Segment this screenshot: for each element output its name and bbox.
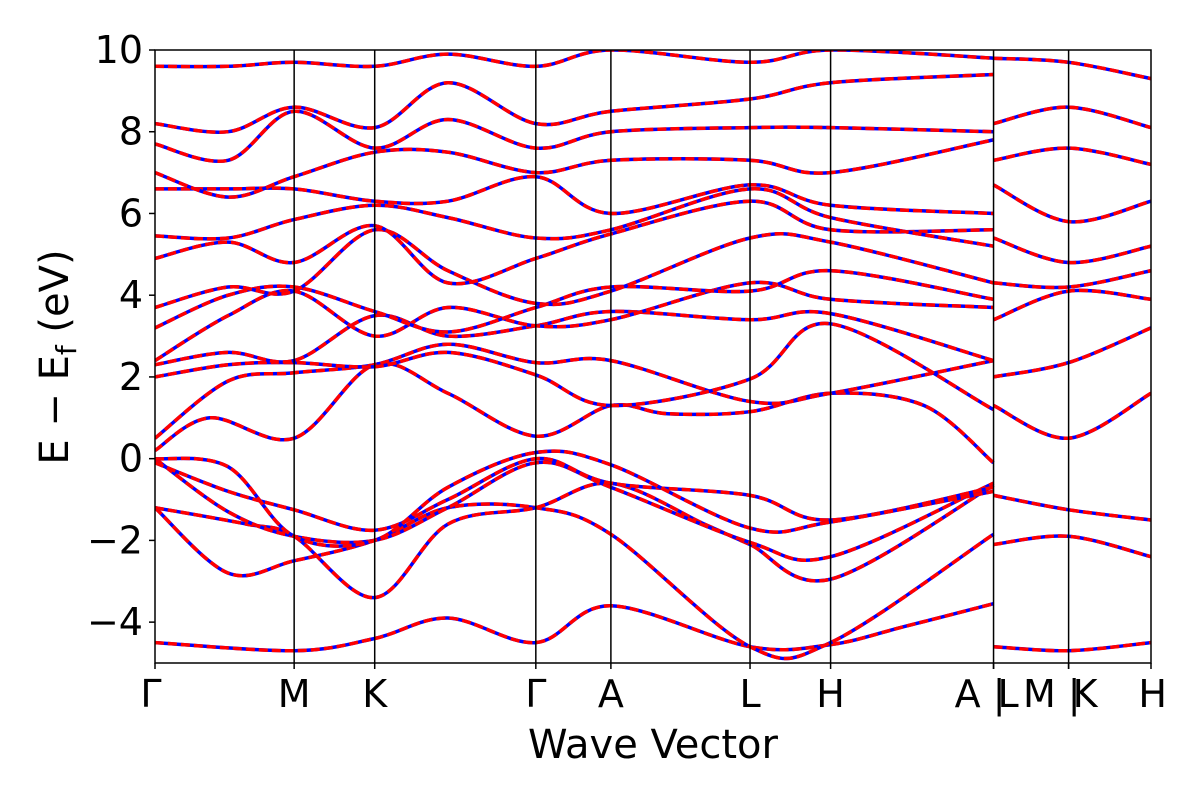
x-tick-label-11: H (1138, 672, 1167, 716)
x-tick-label-6: H (816, 672, 845, 716)
band-line-red-2 (155, 481, 995, 600)
y-tick-label-5: 0 (119, 437, 143, 481)
band-line-red-9 (155, 309, 994, 367)
x-tick-label-10: K (1073, 672, 1099, 716)
band-line-red-24 (993, 326, 1151, 379)
band-line-red-14 (155, 187, 994, 248)
band-line-red-21 (993, 534, 1151, 559)
band-line-red-5 (155, 449, 994, 548)
band-line-blue-27 (992, 236, 1151, 265)
x-tick-label-5: L (739, 672, 760, 716)
band-line-red-4 (155, 456, 994, 532)
band-line-red-22 (993, 493, 1151, 522)
band-line-red-30 (993, 105, 1151, 130)
band-line-blue-18 (155, 72, 994, 134)
x-tick-label-7: A | (955, 672, 1006, 717)
band-line-red-6 (155, 361, 995, 465)
x-tick-label-4: A (598, 672, 624, 716)
x-tick-label-3: Γ (525, 672, 546, 716)
x-tick-label-1: M (278, 672, 311, 716)
y-axis-title-main: E − E (32, 355, 78, 465)
band-line-blue-28 (992, 183, 1151, 224)
band-line-blue-13 (155, 199, 994, 286)
band-line-red-19 (155, 50, 994, 69)
band-line-blue-29 (993, 146, 1151, 167)
y-ticks-layer: 10 8 6 4 2 0 −2 −4 (87, 28, 155, 644)
bands-layer (155, 50, 1151, 661)
band-line-blue-30 (993, 105, 1151, 130)
band-line-red-27 (992, 236, 1151, 265)
band-line-red-1 (155, 502, 995, 661)
band-line-red-12 (155, 228, 994, 310)
band-line-blue-23 (992, 391, 1151, 440)
band-line-blue-2 (155, 481, 995, 600)
x-tick-label-2: K (362, 672, 388, 716)
y-tick-label-4: 2 (119, 355, 143, 399)
x-tick-label-9: M | (1023, 672, 1081, 717)
band-line-red-11 (155, 268, 994, 334)
band-line-blue-25 (992, 288, 1151, 322)
band-line-blue-21 (993, 534, 1151, 559)
y-tick-label-1: 8 (119, 110, 143, 154)
x-tick-label-0: Γ (140, 672, 161, 716)
band-line-blue-0 (155, 602, 994, 653)
y-tick-label-2: 6 (119, 191, 143, 235)
band-line-red-16 (155, 138, 994, 199)
band-line-red-23 (992, 391, 1151, 440)
y-axis-title-unit: (eV) (32, 249, 78, 345)
kpoint-lines-layer (293, 50, 1070, 663)
band-line-red-26 (993, 268, 1151, 290)
band-line-red-0 (155, 602, 994, 653)
band-line-red-28 (992, 183, 1151, 224)
y-tick-label-7: −4 (87, 600, 143, 644)
y-tick-label-0: 10 (95, 28, 143, 72)
band-line-red-3 (155, 457, 995, 562)
y-tick-label-3: 4 (119, 273, 143, 317)
plot-frame (154, 49, 1152, 664)
y-axis-title-subscript: f (50, 344, 83, 355)
band-line-red-13 (155, 199, 994, 286)
band-line-blue-24 (993, 326, 1151, 379)
band-line-red-20 (993, 640, 1151, 653)
band-line-red-29 (993, 146, 1151, 167)
band-line-red-15 (155, 174, 994, 216)
band-line-red-18 (155, 72, 994, 134)
band-line-red-17 (155, 109, 994, 164)
band-line-blue-6 (155, 361, 995, 465)
x-axis-title: Wave Vector (528, 722, 779, 768)
y-tick-label-6: −2 (87, 518, 143, 562)
y-axis-title: E − Ef (eV) (32, 249, 83, 464)
x-tick-label-8: L (998, 672, 1019, 716)
band-line-red-31 (993, 56, 1151, 81)
band-line-red-7 (155, 342, 994, 440)
